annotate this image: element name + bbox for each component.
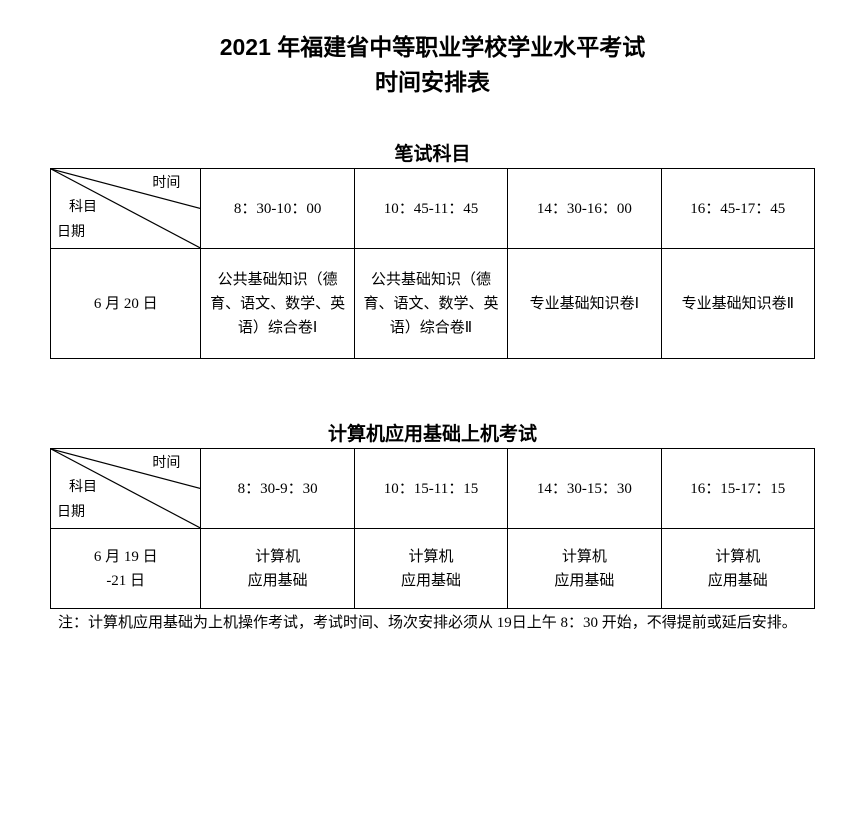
date-cell: 6 月 20 日 bbox=[51, 249, 201, 359]
subject-cell: 计算机 应用基础 bbox=[508, 529, 661, 609]
date-line1: 6 月 19 日 bbox=[55, 545, 196, 569]
cell-line1: 计算机 bbox=[205, 545, 349, 569]
cell-line2: 应用基础 bbox=[359, 569, 503, 593]
note-text: 注：计算机应用基础为上机操作考试，考试时间、场次安排必须从 19日上午 8：30… bbox=[83, 611, 815, 637]
time-slot: 10：45-11：45 bbox=[354, 169, 507, 249]
diag-label-time: 时间 bbox=[152, 453, 180, 475]
cell-line2: 应用基础 bbox=[512, 569, 656, 593]
title-line-2: 时间安排表 bbox=[50, 65, 815, 100]
table-written-exam: 时间 科目 日期 8：30-10：00 10：45-11：45 14：30-16… bbox=[50, 168, 815, 359]
section2-heading: 计算机应用基础上机考试 bbox=[50, 419, 815, 446]
date-cell: 6 月 19 日 -21 日 bbox=[51, 529, 201, 609]
subject-cell: 公共基础知识（德育、语文、数学、英语）综合卷Ⅱ bbox=[354, 249, 507, 359]
cell-line2: 应用基础 bbox=[666, 569, 810, 593]
diag-label-time: 时间 bbox=[152, 173, 180, 195]
subject-cell: 计算机 应用基础 bbox=[354, 529, 507, 609]
title-line-1: 2021 年福建省中等职业学校学业水平考试 bbox=[50, 30, 815, 65]
time-slot: 16：15-17：15 bbox=[661, 449, 814, 529]
time-slot: 8：30-10：00 bbox=[201, 169, 354, 249]
subject-cell: 计算机 应用基础 bbox=[661, 529, 814, 609]
time-slot: 10：15-11：15 bbox=[354, 449, 507, 529]
subject-cell: 公共基础知识（德育、语文、数学、英语）综合卷Ⅰ bbox=[201, 249, 354, 359]
diag-label-subject: 科目 bbox=[69, 197, 97, 219]
diag-header-cell: 时间 科目 日期 bbox=[51, 449, 201, 529]
time-slot: 14：30-15：30 bbox=[508, 449, 661, 529]
table-computer-exam: 时间 科目 日期 8：30-9：30 10：15-11：15 14：30-15：… bbox=[50, 448, 815, 609]
cell-line1: 计算机 bbox=[666, 545, 810, 569]
subject-cell: 专业基础知识卷Ⅰ bbox=[508, 249, 661, 359]
cell-line1: 计算机 bbox=[359, 545, 503, 569]
time-slot: 14：30-16：00 bbox=[508, 169, 661, 249]
date-line2: -21 日 bbox=[55, 569, 196, 593]
subject-cell: 专业基础知识卷Ⅱ bbox=[661, 249, 814, 359]
time-slot: 16：45-17：45 bbox=[661, 169, 814, 249]
subject-cell: 计算机 应用基础 bbox=[201, 529, 354, 609]
diag-label-date: 日期 bbox=[57, 222, 85, 244]
section1-heading: 笔试科目 bbox=[50, 139, 815, 166]
cell-line2: 应用基础 bbox=[205, 569, 349, 593]
diag-label-subject: 科目 bbox=[69, 477, 97, 499]
time-slot: 8：30-9：30 bbox=[201, 449, 354, 529]
cell-line1: 计算机 bbox=[512, 545, 656, 569]
diag-header-cell: 时间 科目 日期 bbox=[51, 169, 201, 249]
diag-label-date: 日期 bbox=[57, 502, 85, 524]
main-title: 2021 年福建省中等职业学校学业水平考试 时间安排表 bbox=[50, 30, 815, 99]
